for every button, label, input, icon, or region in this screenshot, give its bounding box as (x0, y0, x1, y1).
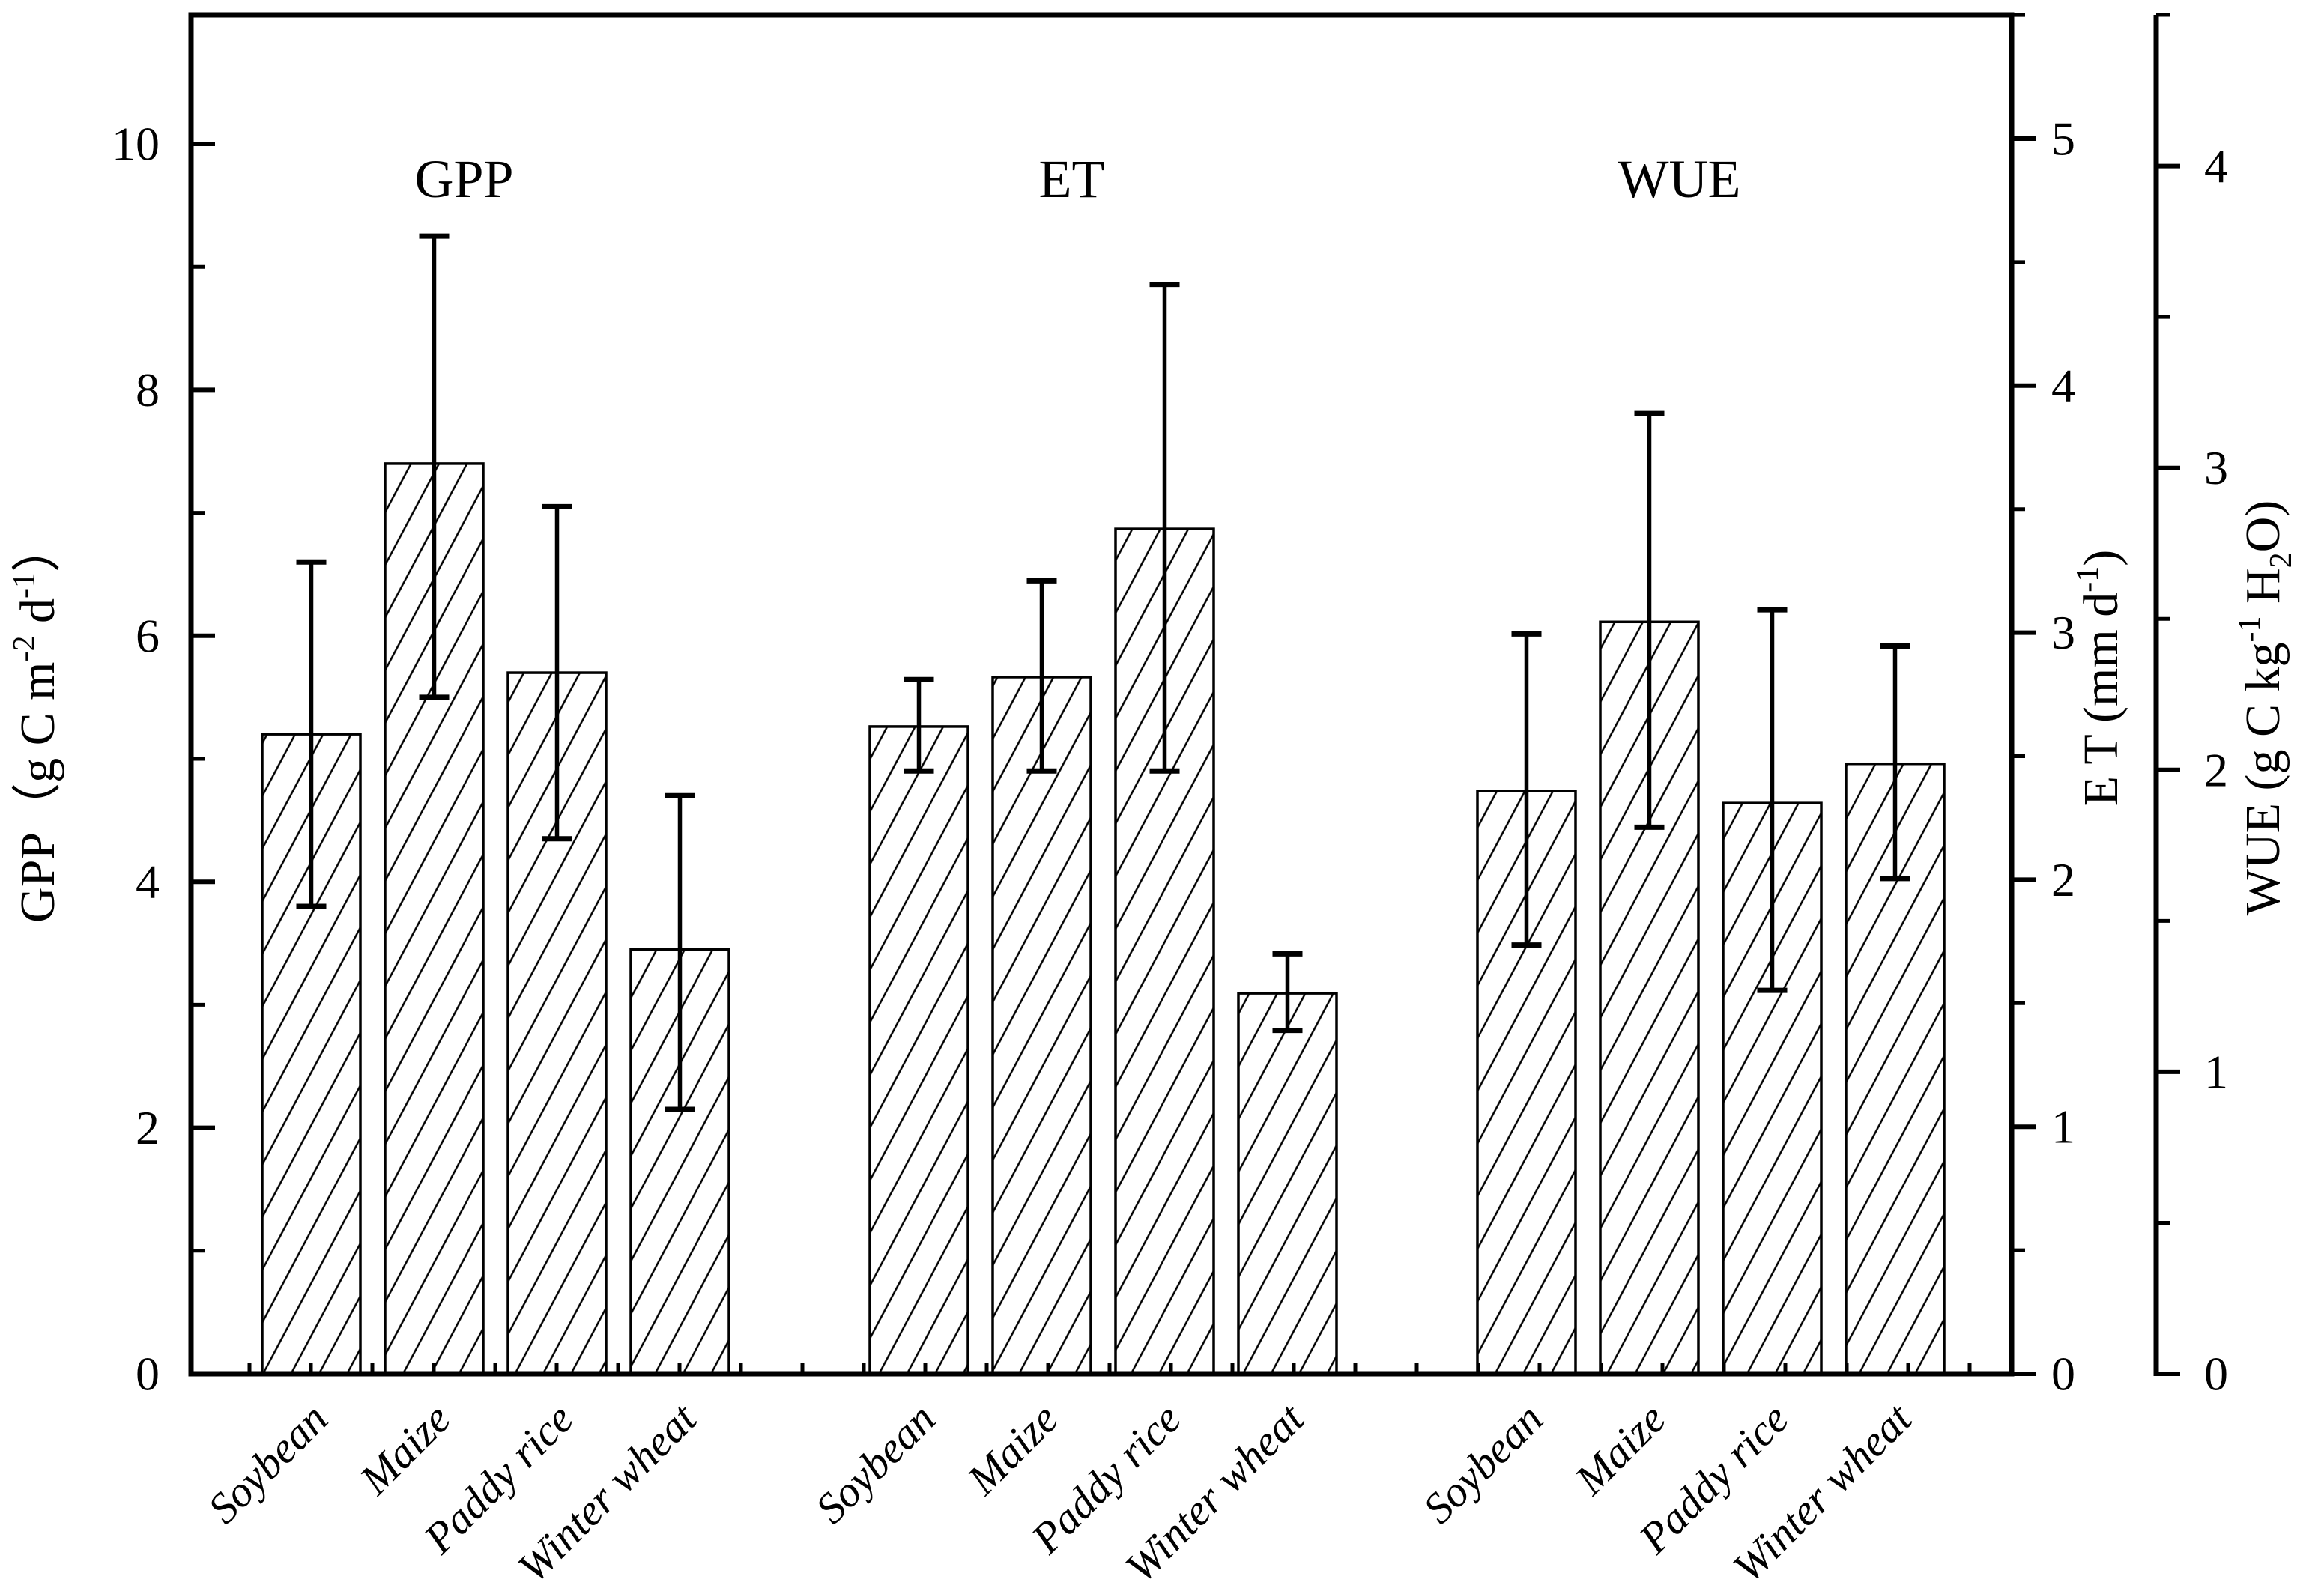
gpp-axis-tick-label: 2 (136, 1101, 160, 1154)
bar (868, 725, 969, 1375)
category-label: Maize (957, 1394, 1068, 1504)
group-label: GPP (414, 149, 513, 209)
group-label: WUE (1618, 149, 1741, 209)
category-label: Soybean (1414, 1394, 1552, 1533)
group-label: ET (1039, 149, 1105, 209)
wue-axis-tick-label: 4 (2204, 139, 2228, 193)
et-axis-tick-label: 4 (2051, 359, 2075, 412)
et-axis-label-sup: -1 (2071, 566, 2105, 593)
category-label: Soybean (806, 1394, 945, 1533)
et-axis-label-text: ) (2074, 550, 2128, 566)
gpp-axis-label: GPP（g C m-2 d-1） (7, 523, 65, 923)
gpp-axis-tick-label: 0 (136, 1348, 160, 1401)
gpp-axis-tick-label: 6 (136, 609, 160, 662)
et-axis-tick-label: 1 (2051, 1100, 2075, 1154)
gpp-axis-label-sup: -2 (7, 636, 42, 662)
gpp-axis-label-text: d (10, 598, 65, 636)
gpp-axis-label-text: GPP（g C m (10, 662, 65, 923)
category-label: Maize (1565, 1394, 1675, 1504)
wue-axis-tick-label: 2 (2204, 743, 2228, 796)
gpp-axis-tick-label: 4 (136, 855, 160, 909)
wue-axis-tick-label: 1 (2204, 1045, 2228, 1098)
bars-layer (261, 233, 1946, 1375)
gpp-axis-tick-label: 8 (136, 363, 160, 416)
bar (1237, 992, 1338, 1375)
category-label: Maize (350, 1394, 460, 1504)
gpp-axis-label-sup: -1 (7, 572, 42, 598)
wue-axis-label: WUE (g C kg-1 H2O) (2233, 500, 2299, 916)
gpp-axis-label-text: ） (10, 523, 65, 572)
category-label: Soybean (199, 1394, 337, 1533)
et-axis-tick-label: 2 (2051, 853, 2075, 906)
et-axis-label-text: E T (mm d (2074, 593, 2128, 806)
et-axis-tick-label: 3 (2051, 606, 2075, 659)
wue-axis-tick-label: 3 (2204, 441, 2228, 494)
wue-axis-label-sup: -1 (2233, 616, 2267, 643)
wue-axis-tick-label: 0 (2204, 1348, 2228, 1401)
plot-frame (188, 12, 2015, 1377)
wue-axis-label-text: WUE (g C kg (2236, 643, 2290, 916)
et-axis-label: E T (mm d-1) (2071, 550, 2128, 806)
wue-axis-label-sub: 2 (2264, 552, 2299, 568)
gpp-axis-tick-label: 10 (112, 118, 160, 171)
bar (991, 676, 1092, 1375)
et-axis-tick-label: 0 (2051, 1348, 2075, 1401)
wue-axis-label-text: H (2236, 568, 2290, 616)
et-axis-tick-label: 5 (2051, 112, 2075, 166)
wue-axis-label-text: O) (2236, 500, 2290, 553)
